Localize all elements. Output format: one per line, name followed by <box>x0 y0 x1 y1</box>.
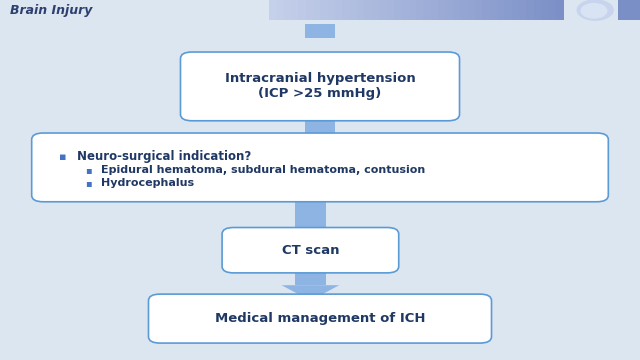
Text: Hydrocephalus: Hydrocephalus <box>101 177 194 188</box>
Bar <box>556 0 564 20</box>
Bar <box>475 0 484 20</box>
Bar <box>305 114 335 139</box>
FancyBboxPatch shape <box>148 294 492 343</box>
FancyBboxPatch shape <box>222 228 399 273</box>
Bar <box>497 0 506 20</box>
Text: Epidural hematoma, subdural hematoma, contusion: Epidural hematoma, subdural hematoma, co… <box>101 165 425 175</box>
Bar <box>548 0 557 20</box>
Bar <box>365 0 373 20</box>
Bar <box>453 0 461 20</box>
Text: Brain Injury: Brain Injury <box>10 4 92 17</box>
Text: Intracranial hypertension
(ICP >25 mmHg): Intracranial hypertension (ICP >25 mmHg) <box>225 72 415 100</box>
Bar <box>445 0 454 20</box>
Text: CT scan: CT scan <box>282 244 339 257</box>
Bar <box>276 0 285 20</box>
Bar <box>394 0 403 20</box>
Bar <box>298 0 307 20</box>
Bar <box>519 0 527 20</box>
Bar <box>357 0 366 20</box>
Bar <box>483 0 491 20</box>
Bar <box>372 0 380 20</box>
Bar <box>269 0 278 20</box>
Bar <box>380 0 388 20</box>
Bar <box>460 0 469 20</box>
Text: Neuro-surgical indication?: Neuro-surgical indication? <box>77 150 252 163</box>
Polygon shape <box>282 285 339 301</box>
Text: Medical management of ICH: Medical management of ICH <box>215 312 425 325</box>
FancyBboxPatch shape <box>32 133 609 202</box>
Text: ▪: ▪ <box>85 177 92 188</box>
Text: ▪: ▪ <box>60 152 67 162</box>
Bar <box>284 0 292 20</box>
Bar <box>468 0 476 20</box>
Bar <box>526 0 535 20</box>
Bar <box>305 24 335 38</box>
Bar <box>416 0 425 20</box>
Bar <box>306 0 314 20</box>
Bar <box>349 0 358 20</box>
Circle shape <box>581 4 607 18</box>
Text: ▪: ▪ <box>85 165 92 175</box>
Bar <box>295 195 326 234</box>
Bar <box>295 266 326 285</box>
Bar <box>512 0 520 20</box>
Bar <box>490 0 499 20</box>
Bar <box>0 0 640 20</box>
Bar <box>409 0 417 20</box>
Bar <box>320 0 329 20</box>
Bar <box>342 0 351 20</box>
Bar <box>291 0 300 20</box>
Bar <box>438 0 447 20</box>
Bar <box>387 0 396 20</box>
Bar <box>313 0 321 20</box>
Bar <box>424 0 432 20</box>
Bar <box>328 0 337 20</box>
Bar <box>504 0 513 20</box>
Bar <box>534 0 543 20</box>
Bar <box>618 0 640 20</box>
Bar <box>335 0 344 20</box>
Bar <box>401 0 410 20</box>
Bar <box>431 0 440 20</box>
Bar <box>541 0 550 20</box>
FancyBboxPatch shape <box>180 52 460 121</box>
Circle shape <box>577 0 613 20</box>
